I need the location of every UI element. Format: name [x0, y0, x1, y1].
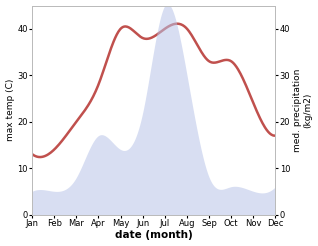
- X-axis label: date (month): date (month): [115, 231, 193, 240]
- Y-axis label: med. precipitation
(kg/m2): med. precipitation (kg/m2): [293, 68, 313, 152]
- Y-axis label: max temp (C): max temp (C): [5, 79, 15, 141]
